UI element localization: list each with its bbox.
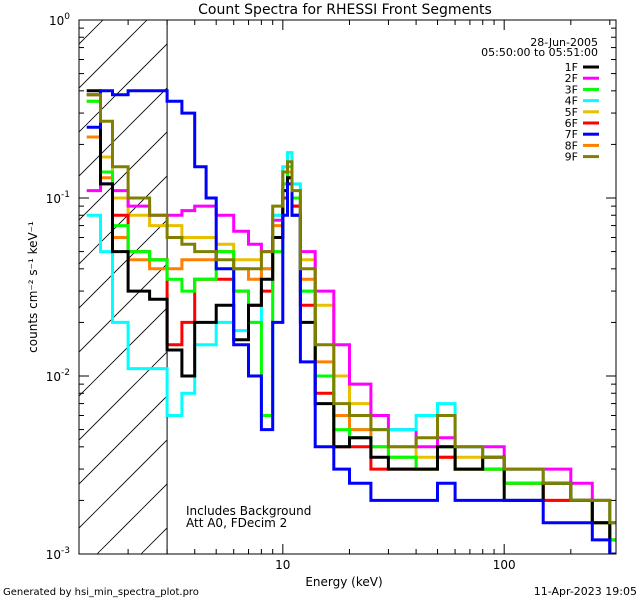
- y-tick-label: 10-1: [46, 190, 70, 206]
- legend-label-9F: 9F: [565, 151, 578, 164]
- hatch-line: [79, 219, 168, 309]
- annotation-attenuator: Att A0, FDecim 2: [186, 516, 287, 530]
- legend-label-2F: 2F: [565, 72, 578, 85]
- y-tick-label: 10-3: [46, 546, 70, 562]
- y-tick-base: 10: [46, 548, 61, 562]
- annotation-background: Includes Background: [186, 504, 311, 518]
- hatch-line: [79, 307, 168, 397]
- legend: 28-Jun-2005 05:50:00 to 05:51:00 1F2F3F4…: [481, 36, 599, 164]
- y-tick-exponent: 0: [64, 12, 70, 22]
- x-tick-label: 100: [493, 558, 516, 572]
- hatch-line: [79, 131, 168, 221]
- hatch-line: [79, 263, 168, 353]
- footer-date: 11-Apr-2023 19:05: [534, 585, 637, 598]
- y-tick-base: 10: [49, 14, 64, 28]
- legend-label-7F: 7F: [565, 128, 578, 141]
- legend-label-6F: 6F: [565, 117, 578, 130]
- hatch-line: [79, 395, 168, 485]
- series-line-7F: [86, 89, 616, 554]
- legend-date: 28-Jun-2005: [530, 36, 598, 49]
- legend-label-8F: 8F: [565, 139, 578, 152]
- series-line-9F: [86, 93, 616, 525]
- legend-label-1F: 1F: [565, 61, 578, 74]
- chart-title: Count Spectra for RHESSI Front Segments: [198, 2, 492, 18]
- hatch-line: [79, 351, 168, 441]
- y-tick-label: 10-2: [46, 368, 70, 384]
- legend-time-range: 05:50:00 to 05:51:00: [481, 46, 598, 59]
- y-tick-exponent: -1: [61, 190, 70, 200]
- hatch-line: [79, 87, 168, 177]
- legend-label-3F: 3F: [565, 83, 578, 96]
- x-tick-label: 10: [275, 558, 290, 572]
- series-layer: [86, 89, 616, 554]
- y-tick-exponent: -3: [61, 546, 70, 556]
- y-tick-base: 10: [46, 370, 61, 384]
- x-axis-label: Energy (keV): [305, 575, 382, 589]
- plot-frame: [78, 19, 617, 555]
- generated-by: Generated by hsi_min_spectra_plot.pro: [3, 587, 199, 598]
- hatch-line: [79, 175, 168, 265]
- y-tick-label: 100: [49, 12, 70, 28]
- y-axis-label: counts cm⁻² s⁻¹ keV⁻¹: [26, 221, 40, 353]
- y-tick-base: 10: [46, 192, 61, 206]
- legend-label-4F: 4F: [565, 95, 578, 108]
- hatch-line: [79, 439, 168, 529]
- hatch-line: [79, 20, 148, 89]
- y-tick-exponent: -2: [61, 368, 70, 378]
- legend-label-5F: 5F: [565, 106, 578, 119]
